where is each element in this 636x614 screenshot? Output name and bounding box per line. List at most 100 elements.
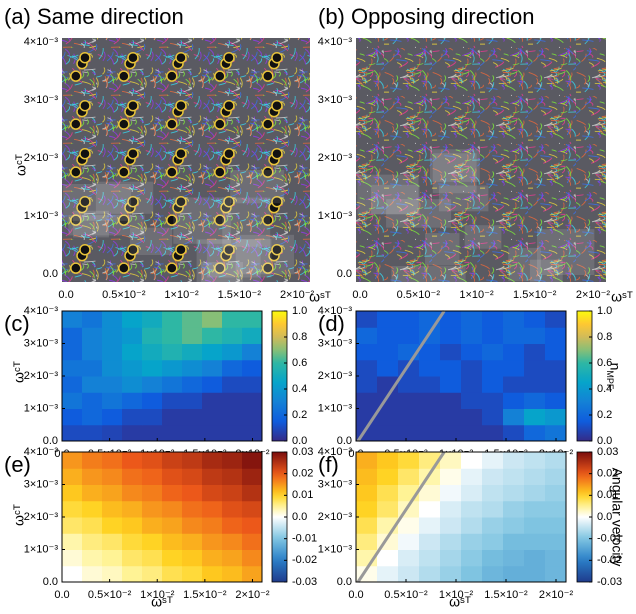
heat-cell [162, 484, 183, 502]
heat-cell [482, 327, 504, 344]
heat-cell [482, 311, 504, 328]
heat-cell [222, 343, 243, 361]
heat-cell [503, 533, 525, 550]
heat-cell [162, 311, 183, 328]
y-tick-label: 4×10⁻³ [318, 36, 353, 48]
heat-cell [524, 484, 546, 502]
heat-cell [524, 533, 546, 550]
heat-cell [461, 484, 483, 502]
heat-cell [142, 517, 163, 534]
heat-cell [222, 484, 243, 502]
heat-cell [122, 468, 143, 485]
snapshot-tile [222, 197, 271, 247]
heat-cell [102, 359, 123, 377]
heat-cell [162, 327, 183, 344]
heat-cell [102, 376, 123, 393]
heat-cell [82, 533, 103, 550]
heat-cell [202, 327, 223, 344]
heat-cell [482, 500, 504, 518]
heat-cell [62, 468, 83, 485]
heat-cell [356, 376, 378, 393]
heat-cell [182, 408, 203, 426]
heat-cell [482, 343, 504, 361]
colorbar-tick-label: -0.03 [292, 576, 317, 588]
heat-cell [202, 343, 223, 361]
heat-cell [503, 343, 525, 361]
heat-cell [102, 327, 123, 344]
heat-cell [162, 343, 183, 361]
heat-cell [162, 533, 183, 550]
heat-cell [162, 565, 183, 583]
heat-cell [419, 565, 441, 583]
heat-cell [82, 500, 103, 518]
y-tick-label: 1×10⁻³ [24, 543, 59, 555]
heat-cell [482, 376, 504, 393]
heat-cell [545, 424, 567, 442]
heat-cell [242, 549, 263, 567]
y-tick-label: 0.0 [43, 435, 58, 447]
heat-cell [62, 517, 83, 534]
snapshot-tile [386, 199, 452, 228]
snapshot-tile [432, 153, 477, 194]
heat-cell [202, 311, 223, 328]
heat-cell [419, 376, 441, 393]
heat-cell [545, 549, 567, 567]
x-tick-label: 2×10⁻² [576, 289, 611, 301]
colorbar-tick-label: 0.02 [597, 468, 618, 480]
y-tick-label: 3×10⁻³ [318, 478, 353, 490]
heat-cell [122, 311, 143, 328]
heat-cell [142, 343, 163, 361]
heat-cell [62, 311, 83, 328]
heat-cell [503, 424, 525, 442]
heat-cell [182, 376, 203, 393]
heat-cell [182, 533, 203, 550]
snapshot-tile [529, 259, 563, 303]
snapshot-tile [63, 183, 132, 221]
heat-cell [242, 392, 263, 409]
snapshot-tile [438, 185, 489, 212]
x-tick-label: 2×10⁻² [235, 589, 270, 601]
heat-cell [503, 392, 525, 409]
y-tick-label: 2×10⁻³ [318, 370, 353, 382]
heat-cell [545, 500, 567, 518]
y-tick-label: 0.0 [43, 268, 58, 280]
heat-cell [524, 327, 546, 344]
heat-cell [419, 343, 441, 361]
heat-cell [356, 484, 378, 502]
heat-cell [242, 468, 263, 485]
y-tick-label: 3×10⁻³ [318, 94, 353, 106]
heat-cell [202, 376, 223, 393]
y-tick-label: 4×10⁻³ [318, 446, 353, 458]
heat-cell [82, 392, 103, 409]
heat-cell [356, 468, 378, 485]
x-tick-label: 0.5×10⁻² [102, 289, 146, 301]
heat-cell [419, 533, 441, 550]
heat-cell [524, 565, 546, 583]
heat-cell [142, 408, 163, 426]
snapshot-tile [464, 225, 502, 249]
heat-cell [461, 452, 483, 469]
heat-cell [524, 549, 546, 567]
heat-cell [545, 392, 567, 409]
heat-cell [503, 327, 525, 344]
y-tick-label: 0.0 [337, 268, 352, 280]
y-tick-label: 4×10⁻³ [24, 305, 59, 317]
heat-cell [503, 452, 525, 469]
heat-cell [398, 408, 420, 426]
colorbar-tick-label: -0.03 [597, 576, 622, 588]
heat-cell [62, 424, 83, 442]
panel-title: (a) Same direction [4, 4, 184, 29]
heat-cell [182, 517, 203, 534]
panel-title: (b) Opposing direction [318, 4, 534, 29]
heat-cell [102, 533, 123, 550]
heat-cell [62, 452, 83, 469]
x-tick-label: 1×10⁻² [140, 589, 175, 601]
heat-cell [356, 343, 378, 361]
colorbar-label: nMPF [605, 363, 624, 390]
heat-cell [142, 500, 163, 518]
heat-cell [82, 327, 103, 344]
heat-cell [222, 533, 243, 550]
simulation-snapshot [356, 38, 606, 282]
heat-cell [356, 392, 378, 409]
snapshot-tile [129, 227, 173, 256]
